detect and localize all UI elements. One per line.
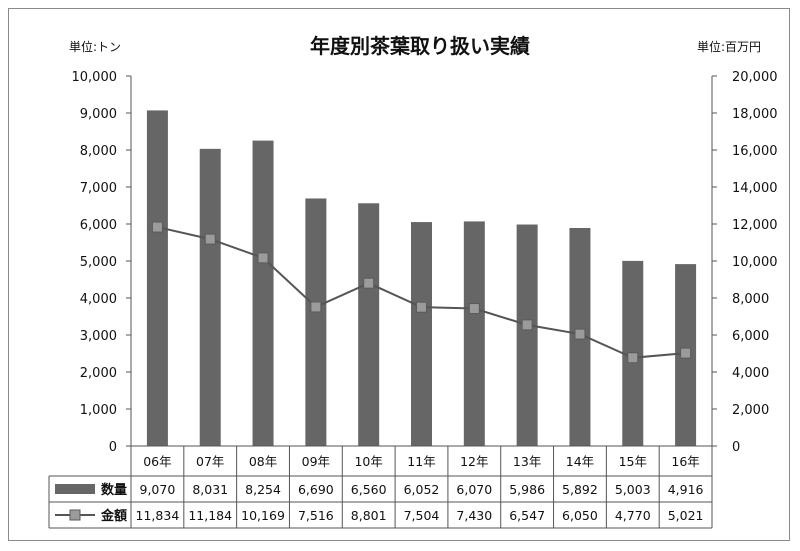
quantity-value: 8,254 bbox=[245, 482, 281, 497]
right-tick-label: 12,000 bbox=[732, 218, 778, 233]
right-tick-label: 2,000 bbox=[732, 403, 769, 418]
quantity-value: 5,003 bbox=[615, 482, 651, 497]
line-point-16年 bbox=[680, 347, 692, 359]
left-unit-label: 単位:トン bbox=[69, 39, 121, 54]
amount-value: 11,834 bbox=[136, 508, 180, 523]
amount-value: 7,430 bbox=[456, 508, 492, 523]
amount-value: 11,184 bbox=[188, 508, 232, 523]
category-label: 13年 bbox=[513, 454, 541, 469]
quantity-value: 6,052 bbox=[404, 482, 440, 497]
quantity-value: 6,690 bbox=[298, 482, 334, 497]
right-tick-label: 10,000 bbox=[732, 255, 778, 270]
quantity-legend-swatch bbox=[55, 484, 95, 494]
amount-value: 7,504 bbox=[404, 508, 440, 523]
quantity-legend-label: 数量 bbox=[101, 482, 127, 498]
right-tick-label: 0 bbox=[732, 440, 740, 455]
left-tick-label: 7,000 bbox=[80, 181, 117, 196]
bar-11年 bbox=[411, 222, 432, 446]
line-point-06年 bbox=[151, 221, 163, 233]
left-tick-label: 2,000 bbox=[80, 366, 117, 381]
line-point-13年 bbox=[521, 319, 533, 331]
left-tick-label: 5,000 bbox=[80, 255, 117, 270]
category-label: 16年 bbox=[671, 454, 699, 469]
amount-legend-marker bbox=[69, 509, 81, 521]
quantity-value: 4,916 bbox=[668, 482, 704, 497]
quantity-value: 5,892 bbox=[562, 482, 598, 497]
category-label: 06年 bbox=[143, 454, 171, 469]
category-label: 14年 bbox=[566, 454, 594, 469]
right-tick-label: 16,000 bbox=[732, 144, 778, 159]
left-tick-label: 4,000 bbox=[80, 292, 117, 307]
amount-value: 8,801 bbox=[351, 508, 387, 523]
category-label: 15年 bbox=[619, 454, 647, 469]
bar-13年 bbox=[516, 224, 538, 446]
chart-svg: 年度別茶葉取り扱い実績 単位:トン 単位:百万円 0 1,000 2,000 3,00… bbox=[48, 34, 778, 529]
amount-value: 6,547 bbox=[509, 508, 545, 523]
line-point-10年 bbox=[363, 277, 375, 289]
left-tick-label: 0 bbox=[109, 440, 117, 455]
left-tick-label: 8,000 bbox=[80, 144, 117, 159]
right-tick-label: 14,000 bbox=[732, 181, 778, 196]
line-point-09年 bbox=[310, 301, 322, 313]
data-table: 06年 9,070 11,834 07年 8,031 11,184 08年 8,254 10,1… bbox=[48, 445, 713, 529]
bar-09年 bbox=[305, 198, 327, 446]
line-point-07年 bbox=[204, 233, 216, 245]
right-tick-label: 20,000 bbox=[732, 70, 778, 85]
quantity-value: 8,031 bbox=[192, 482, 228, 497]
bar-08年 bbox=[252, 140, 274, 447]
bar-07年 bbox=[199, 148, 221, 446]
bar-10年 bbox=[358, 203, 380, 446]
plot-area: 0 1,000 2,000 3,000 4,000 5,000 6,000 7,000 8,00… bbox=[72, 70, 778, 455]
right-tick-label: 8,000 bbox=[732, 292, 769, 307]
right-tick-label: 6,000 bbox=[732, 329, 769, 344]
bar-06年 bbox=[146, 110, 168, 446]
line-point-15年 bbox=[627, 352, 639, 364]
category-label: 08年 bbox=[249, 454, 277, 469]
category-label: 12年 bbox=[460, 454, 488, 469]
left-tick-label: 6,000 bbox=[80, 218, 117, 233]
amount-legend-label: 金額 bbox=[100, 508, 127, 524]
line-point-12年 bbox=[468, 303, 480, 315]
category-label: 10年 bbox=[354, 454, 382, 469]
amount-value: 10,169 bbox=[241, 508, 285, 523]
line-point-14年 bbox=[574, 328, 586, 340]
chart-title: 年度別茶葉取り扱い実績 bbox=[310, 34, 530, 58]
right-tick-label: 18,000 bbox=[732, 107, 778, 122]
quantity-value: 5,986 bbox=[509, 482, 545, 497]
amount-value: 6,050 bbox=[562, 508, 598, 523]
line-point-11年 bbox=[416, 301, 427, 313]
amount-value: 5,021 bbox=[668, 508, 704, 523]
category-label: 09年 bbox=[302, 454, 330, 469]
category-label: 07年 bbox=[196, 454, 224, 469]
right-tick-label: 4,000 bbox=[732, 366, 769, 381]
amount-value: 4,770 bbox=[615, 508, 651, 523]
left-tick-label: 1,000 bbox=[80, 403, 117, 418]
chart-frame: 年度別茶葉取り扱い実績 単位:トン 単位:百万円 0 1,000 2,000 3,00… bbox=[8, 8, 790, 541]
bar-12年 bbox=[463, 221, 485, 446]
quantity-value: 6,070 bbox=[456, 482, 492, 497]
left-tick-label: 9,000 bbox=[80, 107, 117, 122]
left-tick-label: 3,000 bbox=[80, 329, 117, 344]
category-label: 11年 bbox=[407, 454, 435, 469]
right-unit-label: 単位:百万円 bbox=[697, 39, 761, 54]
quantity-value: 6,560 bbox=[351, 482, 387, 497]
line-point-08年 bbox=[257, 252, 269, 264]
amount-value: 7,516 bbox=[298, 508, 334, 523]
left-tick-label: 10,000 bbox=[72, 70, 118, 85]
quantity-value: 9,070 bbox=[140, 482, 176, 497]
